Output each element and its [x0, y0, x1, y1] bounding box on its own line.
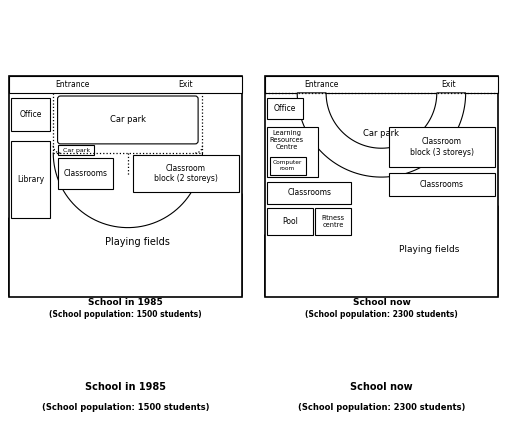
Bar: [389, 127, 495, 167]
Text: (School population: 2300 students): (School population: 2300 students): [305, 310, 458, 319]
Text: Library: Library: [17, 175, 44, 184]
Text: Classrooms: Classrooms: [287, 188, 331, 197]
Text: Pool: Pool: [282, 217, 298, 226]
Text: Car park: Car park: [364, 129, 399, 138]
Bar: [389, 173, 495, 196]
Text: Learning
Resources
Centre: Learning Resources Centre: [269, 130, 304, 150]
Text: School in 1985: School in 1985: [88, 298, 163, 307]
Text: Entrance: Entrance: [304, 80, 338, 89]
Text: Playing fields: Playing fields: [399, 245, 460, 254]
Bar: [267, 182, 351, 204]
Text: (School population: 1500 students): (School population: 1500 students): [49, 310, 202, 319]
Text: Classrooms: Classrooms: [63, 169, 108, 178]
Text: Office: Office: [274, 104, 296, 113]
FancyBboxPatch shape: [57, 96, 198, 144]
Text: (School population: 2300 students): (School population: 2300 students): [298, 403, 465, 413]
Text: Computer
room: Computer room: [273, 160, 302, 171]
Bar: [265, 76, 498, 93]
Bar: [58, 144, 94, 156]
Bar: [133, 156, 239, 192]
Text: Car park: Car park: [62, 147, 90, 153]
Bar: [11, 141, 50, 218]
Text: Classroom
block (3 storeys): Classroom block (3 storeys): [410, 137, 474, 157]
Bar: [11, 98, 50, 131]
Bar: [315, 208, 351, 235]
Text: School now: School now: [352, 298, 411, 307]
Polygon shape: [9, 179, 242, 296]
Text: Car park: Car park: [110, 115, 146, 125]
Text: (School population: 1500 students): (School population: 1500 students): [41, 403, 209, 413]
Text: Playing fields: Playing fields: [105, 237, 170, 247]
Polygon shape: [297, 93, 466, 177]
Text: School now: School now: [350, 382, 413, 392]
Bar: [58, 158, 113, 189]
Text: Office: Office: [19, 110, 41, 119]
Polygon shape: [265, 206, 498, 296]
Bar: [267, 98, 303, 119]
Text: Classroom
block (2 storeys): Classroom block (2 storeys): [154, 164, 218, 183]
Bar: [269, 157, 306, 175]
Bar: [9, 76, 242, 93]
Text: Classrooms: Classrooms: [420, 181, 463, 190]
Text: School in 1985: School in 1985: [85, 382, 166, 392]
Text: Exit: Exit: [441, 80, 456, 89]
Bar: [267, 208, 313, 235]
Text: Fitness
centre: Fitness centre: [322, 215, 345, 228]
Text: Exit: Exit: [178, 80, 193, 89]
Bar: [267, 127, 317, 177]
Text: Entrance: Entrance: [55, 80, 90, 89]
